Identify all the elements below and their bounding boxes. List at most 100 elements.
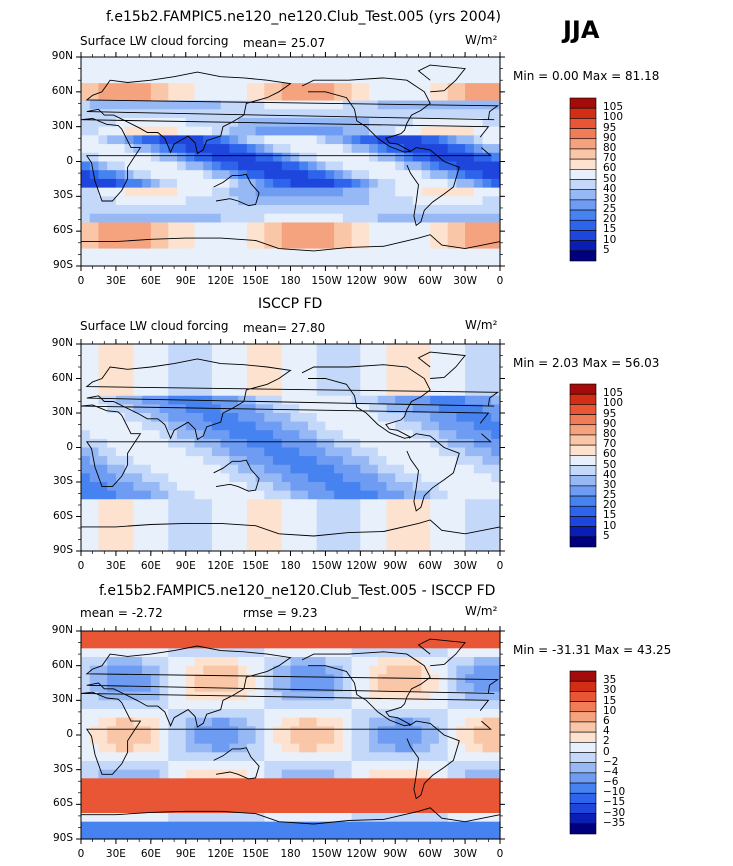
map-cell — [342, 482, 353, 492]
map-cell — [194, 648, 204, 658]
map-cell — [238, 787, 248, 797]
map-cell — [438, 665, 449, 675]
map-cell — [386, 657, 396, 667]
map-cell — [168, 761, 178, 771]
map-cell — [412, 369, 423, 380]
map-cell — [211, 516, 222, 526]
map-cell — [281, 795, 292, 805]
map-cell — [211, 456, 222, 466]
map-cell — [299, 464, 309, 474]
map-cell — [421, 187, 431, 197]
map-cell — [473, 170, 484, 180]
map-cell — [386, 65, 396, 76]
map-cell — [81, 421, 91, 431]
map-cell — [482, 665, 492, 675]
colorbar-box — [569, 782, 597, 794]
map-cell — [334, 700, 344, 710]
map-cell — [81, 438, 91, 449]
map-cell — [351, 795, 361, 805]
map-cell — [203, 473, 213, 483]
map-cell — [438, 421, 449, 431]
map-cell — [159, 404, 169, 414]
map-cell — [491, 752, 501, 762]
map-cell — [473, 752, 484, 762]
map-cell — [465, 533, 475, 543]
map-cell — [203, 447, 213, 457]
map-cell — [264, 778, 274, 788]
map-cell — [412, 83, 423, 93]
map-cell — [360, 525, 370, 535]
map-cell — [412, 361, 423, 371]
map-cell — [325, 213, 335, 224]
map-cell — [194, 369, 204, 380]
map-cell — [115, 438, 126, 449]
map-cell — [281, 144, 292, 154]
map-cell — [290, 170, 300, 180]
map-cell — [107, 795, 117, 805]
map-cell — [377, 804, 388, 814]
map-cell — [482, 144, 492, 154]
map-cell — [386, 178, 396, 189]
map-cell — [395, 464, 405, 474]
map-cell — [325, 117, 335, 128]
map-cell — [369, 743, 379, 753]
lon-tick-label: 90E — [175, 848, 196, 860]
map-cell — [246, 352, 257, 362]
map-cell — [491, 648, 501, 658]
map-cell — [316, 769, 327, 779]
map-cell — [465, 525, 475, 535]
map-cell — [246, 657, 257, 667]
map-cell — [430, 456, 440, 466]
map-cell — [421, 239, 431, 250]
map-cell — [334, 473, 344, 483]
map-cell — [351, 821, 361, 831]
map-cell — [107, 413, 117, 423]
map-cell — [273, 248, 283, 258]
map-cell — [229, 378, 239, 388]
map-cell — [229, 639, 239, 649]
map-cell — [438, 778, 449, 788]
map-cell — [334, 648, 344, 658]
map-cell — [98, 700, 108, 710]
map-cell — [264, 507, 274, 518]
map-cell — [107, 205, 117, 215]
map-cell — [430, 447, 440, 457]
map-cell — [107, 65, 117, 76]
map-cell — [482, 91, 492, 102]
map-cell — [307, 161, 318, 171]
map-cell — [465, 813, 475, 823]
map-cell — [447, 482, 457, 492]
map-cell — [386, 144, 396, 154]
map-cell — [334, 83, 344, 93]
lon-tick-label: 0 — [496, 560, 504, 572]
map-cell — [290, 438, 300, 449]
map-cell — [465, 421, 475, 431]
map-cell — [342, 109, 353, 119]
map-cell — [107, 778, 117, 788]
map-cell — [334, 438, 344, 449]
map-cell — [307, 787, 318, 797]
map-cell — [482, 421, 492, 431]
map-cell — [421, 683, 431, 693]
map-cell — [124, 657, 134, 667]
map-cell — [177, 378, 187, 388]
map-cell — [98, 74, 108, 84]
map-cell — [351, 761, 361, 771]
map-cell — [107, 152, 117, 163]
map-cell — [395, 387, 405, 397]
colorbar-box — [569, 670, 597, 682]
map-cell — [281, 57, 292, 67]
map-cell — [465, 490, 475, 500]
map-cell — [334, 187, 344, 197]
map-cell — [211, 709, 222, 719]
map-cell — [430, 74, 440, 84]
map-cell — [430, 344, 440, 354]
map-cell — [281, 248, 292, 258]
map-cell — [246, 135, 257, 145]
map-cell — [386, 709, 396, 719]
map-cell — [273, 187, 283, 197]
map-cell — [107, 490, 117, 500]
map-cell — [403, 743, 414, 753]
map-cell — [211, 717, 222, 727]
map-cell — [395, 100, 405, 110]
